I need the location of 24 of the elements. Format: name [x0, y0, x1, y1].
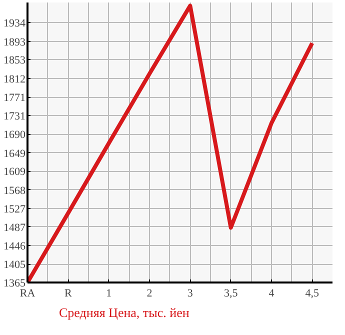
- y-tick-label: 1405: [4, 259, 26, 272]
- x-tick-label: 4: [268, 288, 275, 300]
- x-tick-label: 2: [146, 288, 152, 300]
- x-tick-label: R: [64, 288, 72, 300]
- y-tick-label: 1690: [4, 129, 26, 142]
- y-tick-label: 1853: [4, 54, 26, 67]
- x-tick-label: 3,5: [224, 288, 238, 300]
- text: Средняя Цена, тыс. йен: [59, 305, 190, 321]
- x-tick-label: 3: [187, 288, 194, 300]
- x-tick-label: RA: [20, 288, 36, 300]
- y-tick-label: 1649: [4, 148, 26, 160]
- y-tick-label: 1893: [4, 36, 26, 48]
- y-tick-label: 1365: [4, 278, 26, 290]
- y-tick-label: 1487: [4, 222, 26, 234]
- y-tick-label: 1934: [4, 18, 26, 30]
- y-tick-label: 1771: [4, 92, 26, 104]
- y-tick-label: 1527: [4, 204, 26, 216]
- x-tick-label: 1: [106, 288, 112, 300]
- y-tick-label: 1812: [4, 73, 26, 86]
- y-tick-label: 1731: [4, 110, 26, 122]
- y-tick-label: 1609: [4, 166, 26, 178]
- y-tick-label: 1446: [4, 240, 26, 252]
- x-tick-label: 4,5: [305, 288, 320, 300]
- y-tick-label: 1568: [4, 184, 26, 197]
